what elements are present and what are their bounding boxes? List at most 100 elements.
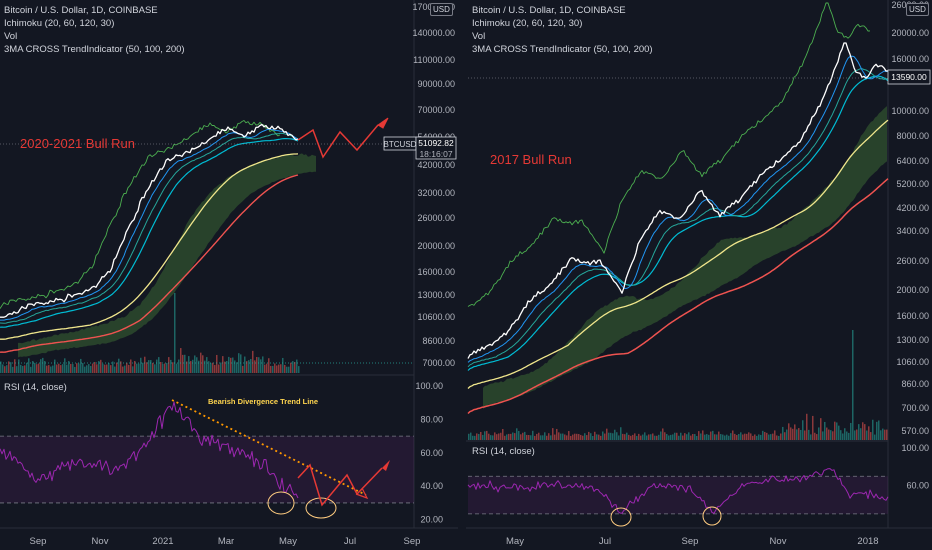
left-volume-bar xyxy=(68,361,70,373)
left-volume-bar xyxy=(286,366,288,373)
right-legend-ichimoku[interactable]: Ichimoku (20, 60, 120, 30) xyxy=(472,18,583,29)
left-rsi-down-arrowhead xyxy=(355,487,369,500)
right-volume-bar xyxy=(838,425,840,440)
right-volume-bar xyxy=(708,434,710,440)
right-price-tick-label: 2600.00 xyxy=(896,256,929,266)
left-volume-bar xyxy=(0,361,2,373)
left-volume-bar xyxy=(294,362,296,373)
right-volume-bar xyxy=(762,430,764,440)
left-volume-bar xyxy=(122,366,124,373)
right-volume-bar xyxy=(842,433,844,440)
right-volume-bar xyxy=(784,432,786,440)
right-volume-bar xyxy=(526,434,528,440)
right-volume-bar xyxy=(604,433,606,440)
left-rsi-tick-label: 80.00 xyxy=(420,414,443,424)
left-rsi-tick-label: 20.00 xyxy=(420,515,443,525)
right-volume-bar xyxy=(586,435,588,440)
right-volume-bar xyxy=(666,433,668,440)
right-volume-bar xyxy=(582,435,584,440)
left-volume-bar xyxy=(282,357,284,373)
right-time-tick-label: 2018 xyxy=(857,536,878,547)
left-rsi-low-circle-2 xyxy=(305,497,337,519)
right-volume-bar xyxy=(534,435,536,440)
right-legend-vol[interactable]: Vol xyxy=(472,31,486,42)
right-volume-bar xyxy=(568,431,570,440)
right-volume-bar xyxy=(550,435,552,440)
right-kijun-line xyxy=(467,68,889,368)
left-volume-bar xyxy=(160,362,162,373)
right-volume-bar xyxy=(746,433,748,440)
right-volume-bar xyxy=(776,435,778,440)
right-volume-bar xyxy=(840,430,842,440)
right-volume-bar xyxy=(814,432,816,440)
right-volume-bar xyxy=(656,435,658,440)
left-volume-bar xyxy=(66,364,68,373)
left-volume-bar xyxy=(288,366,290,373)
left-volume-bar xyxy=(12,366,14,373)
left-volume-bar xyxy=(264,364,266,373)
left-legend-3ma[interactable]: 3MA CROSS TrendIndicator (50, 100, 200) xyxy=(4,44,185,55)
right-volume-bar xyxy=(764,431,766,440)
right-volume-bar xyxy=(490,435,492,440)
right-volume-bar xyxy=(684,433,686,440)
right-volume-bar xyxy=(552,428,554,440)
right-volume-bar xyxy=(808,429,810,440)
left-rsi-label[interactable]: RSI (14, close) xyxy=(4,382,67,393)
left-volume-bar xyxy=(158,357,160,373)
left-currency-badge[interactable]: USD xyxy=(430,3,453,16)
right-chikou-span xyxy=(467,2,871,307)
right-volume-bar xyxy=(686,434,688,440)
left-volume-bar xyxy=(146,362,148,373)
left-volume-bar xyxy=(236,362,238,373)
right-volume-bar xyxy=(566,435,568,440)
right-legend-3ma[interactable]: 3MA CROSS TrendIndicator (50, 100, 200) xyxy=(472,44,653,55)
right-volume-bar xyxy=(886,429,888,440)
right-volume-bar xyxy=(726,434,728,440)
left-time-tick-label: Sep xyxy=(404,536,421,547)
right-legend-symbol[interactable]: Bitcoin / U.S. Dollar, 1D, COINBASE xyxy=(472,5,626,16)
left-volume-bar xyxy=(54,359,56,373)
right-volume-bar xyxy=(884,429,886,440)
right-volume-bar xyxy=(792,428,794,440)
left-price-tick-label: 42000.00 xyxy=(417,160,455,170)
left-price-tick-label: 13000.00 xyxy=(417,290,455,300)
left-legend-symbol[interactable]: Bitcoin / U.S. Dollar, 1D, COINBASE xyxy=(4,5,158,16)
right-currency-badge[interactable]: USD xyxy=(906,3,929,16)
right-volume-bar xyxy=(642,434,644,440)
left-volume-bar xyxy=(32,361,34,373)
right-volume-bar xyxy=(672,434,674,440)
right-legend: Bitcoin / U.S. Dollar, 1D, COINBASE Ichi… xyxy=(472,4,653,56)
right-volume-bar xyxy=(738,433,740,440)
left-volume-bar xyxy=(246,361,248,373)
right-volume-bar xyxy=(516,428,518,440)
right-volume-bar xyxy=(492,435,494,440)
right-volume-bar xyxy=(572,434,574,440)
left-volume-bar xyxy=(72,364,74,373)
left-volume-bar xyxy=(188,356,190,373)
left-volume-bar xyxy=(16,366,18,373)
left-volume-bar xyxy=(168,357,170,373)
left-volume-bar xyxy=(128,364,130,373)
left-volume-bar xyxy=(204,360,206,373)
right-volume-bar xyxy=(740,432,742,440)
left-legend-ichimoku[interactable]: Ichimoku (20, 60, 120, 30) xyxy=(4,18,115,29)
left-price-tick-label: 20000.00 xyxy=(417,241,455,251)
left-volume-bar xyxy=(198,360,200,373)
left-time-tick-label: Mar xyxy=(218,536,234,547)
right-volume-bar xyxy=(688,432,690,440)
right-time-tick-label: May xyxy=(506,536,524,547)
left-kijun-line xyxy=(0,132,299,324)
right-volume-bar xyxy=(544,432,546,440)
right-volume-bar xyxy=(748,432,750,440)
left-volume-bar xyxy=(126,362,128,373)
right-rsi-label[interactable]: RSI (14, close) xyxy=(472,446,535,457)
left-volume-bar xyxy=(166,363,168,373)
left-volume-bar xyxy=(228,356,230,373)
right-time-tick-label: Jul xyxy=(599,536,611,547)
left-volume-bar xyxy=(24,365,26,373)
right-volume-bar xyxy=(706,434,708,440)
left-time-tick-label: Sep xyxy=(30,536,47,547)
left-legend-vol[interactable]: Vol xyxy=(4,31,18,42)
